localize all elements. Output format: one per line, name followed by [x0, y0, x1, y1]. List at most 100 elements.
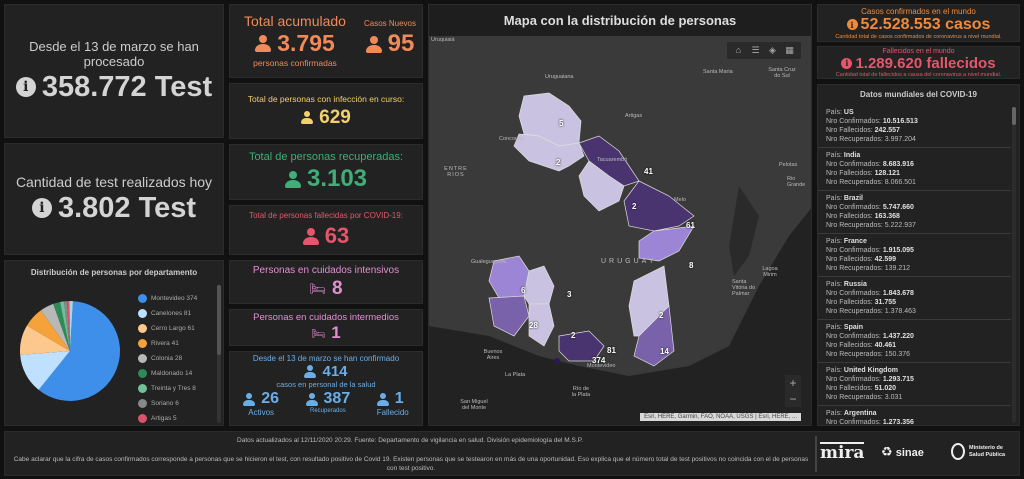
country-item[interactable]: País: France Nro Confirmados: 1.915.095 Nr… [818, 234, 1011, 277]
health-label: Desde el 13 de marzo se han confirmado [252, 354, 400, 363]
country-item[interactable]: País: Brazil Nro Confirmados: 5.747.660 Nr… [818, 191, 1011, 234]
pie-slice-treinta-y-tres[interactable] [59, 301, 70, 351]
map-place-label: Artigas [625, 113, 643, 119]
dept-count-label[interactable]: 28 [529, 321, 538, 330]
map-canvas[interactable] [429, 36, 811, 425]
dept-count-label[interactable]: 81 [607, 346, 616, 355]
country-field-label: Nro Recuperados: [826, 136, 883, 143]
country-deaths-row: Nro Fallecidos: 40.461 [826, 341, 1005, 350]
map-panel: Mapa con la distribución de personas Uru… [428, 4, 812, 426]
legend-swatch [138, 369, 147, 378]
map-place-label: Tacuarembó [597, 157, 628, 163]
dept-count-label[interactable]: 2 [571, 331, 576, 340]
country-name-row: País: US [826, 108, 1005, 117]
legend-item[interactable]: Colonia 28 [138, 351, 197, 366]
map-place-label: Buenos Aires [483, 349, 503, 361]
country-item[interactable]: País: India Nro Confirmados: 8.683.916 Nro… [818, 148, 1011, 191]
dept-count-label[interactable]: 61 [686, 221, 695, 230]
country-field-value: 8.066.501 [884, 179, 916, 186]
dept-count-label[interactable]: 2 [632, 202, 637, 211]
country-field-value: 1.915.095 [882, 247, 914, 254]
pie-slice-cerro-largo[interactable] [20, 325, 70, 355]
legend-label: Rivera 41 [151, 340, 179, 347]
country-field-label: Nro Recuperados: [826, 394, 883, 401]
country-field-value: Russia [843, 281, 867, 288]
country-item[interactable]: País: Spain Nro Confirmados: 1.437.220 Nro… [818, 320, 1011, 363]
pie-slice-maldonado[interactable] [53, 302, 70, 351]
layers-icon[interactable]: ◈ [769, 45, 776, 55]
person-icon [376, 393, 389, 406]
legend-item[interactable]: Canelones 81 [138, 306, 197, 321]
person-icon [365, 36, 382, 53]
legend-item[interactable]: Rivera 41 [138, 336, 197, 351]
legend-item[interactable]: Artigas 5 [138, 411, 197, 426]
legend-swatch [138, 414, 147, 423]
footer-divider [815, 436, 817, 472]
country-item[interactable]: País: US Nro Confirmados: 10.516.513 Nro F… [818, 105, 1011, 148]
intermediate-label: Personas en cuidados intermedios [253, 312, 399, 323]
country-recovered-row: Nro Recuperados: 8.066.501 [826, 178, 1005, 187]
pie-slice-canelones[interactable] [20, 351, 70, 390]
home-icon[interactable]: ⌂ [735, 45, 742, 55]
country-list-scrollbar[interactable] [1012, 107, 1016, 423]
country-field-label: Nro Recuperados: [826, 351, 883, 358]
sinae-logo: ♻ sinae [881, 444, 924, 460]
person-icon [243, 393, 256, 406]
legend-item[interactable]: Soriano 6 [138, 396, 197, 411]
country-deaths-row: Nro Fallecidos: 42.599 [826, 255, 1005, 264]
map-place-label: Pelotas [779, 162, 798, 168]
dept-count-label[interactable]: 41 [644, 167, 653, 176]
bed-icon: 🛏 [309, 280, 326, 296]
dept-count-label[interactable]: 2 [659, 311, 664, 320]
health-value: 414 [322, 363, 348, 380]
person-icon [305, 393, 318, 406]
dept-count-label[interactable]: 3 [567, 290, 572, 299]
legend-scrollbar[interactable] [217, 285, 221, 423]
dept-count-label[interactable]: 14 [660, 347, 669, 356]
dept-count-label[interactable]: 374 [592, 356, 606, 365]
legend-item[interactable]: Montevideo 374 [138, 291, 197, 306]
pie-slice-rivera[interactable] [26, 310, 70, 351]
pie-slice-montevideo[interactable] [38, 301, 121, 401]
map-place-label: Uruguaiana [545, 74, 574, 80]
info-icon: i [15, 77, 36, 97]
active-label: Total de personas con infección en curso… [247, 93, 405, 104]
country-item[interactable]: País: United Kingdom Nro Confirmados: 1.2… [818, 363, 1011, 406]
country-field-value: 150.376 [884, 351, 911, 358]
world-deaths-card: Fallecidos en el mundo i 1.289.620 falle… [817, 46, 1020, 79]
country-confirmed-row: Nro Confirmados: 1.915.095 [826, 246, 1005, 255]
country-list[interactable]: País: US Nro Confirmados: 10.516.513 Nro F… [818, 105, 1011, 425]
dept-count-label[interactable]: 8 [689, 261, 694, 270]
country-field-label: Nro Confirmados: [826, 161, 881, 168]
legend-item[interactable]: Treinta y Tres 8 [138, 381, 197, 396]
basemap-gallery-icon[interactable]: ▦ [785, 45, 794, 55]
intermediate-value: 1 [331, 323, 341, 342]
country-item[interactable]: País: Argentina Nro Confirmados: 1.273.35… [818, 406, 1011, 425]
legend-icon[interactable]: ☰ [751, 45, 760, 55]
new-cases-label: Casos Nuevos [363, 19, 417, 28]
country-field-value: Argentina [843, 410, 877, 417]
pie-slice-artigas[interactable] [66, 301, 70, 351]
map-place-label: Uruquiaiá [431, 37, 455, 43]
legend-item[interactable]: Maldonado 14 [138, 366, 197, 381]
pie-slice-colonia[interactable] [40, 303, 70, 351]
dept-count-label[interactable]: 2 [556, 158, 561, 167]
dept-count-label[interactable]: 5 [559, 119, 564, 128]
country-field-label: Nro Recuperados: [826, 265, 883, 272]
pie-slice-others[interactable] [69, 301, 73, 351]
zoom-out-button[interactable]: − [789, 392, 797, 406]
legend-item[interactable]: Cerro Largo 61 [138, 321, 197, 336]
country-confirmed-row: Nro Confirmados: 1.843.678 [826, 289, 1005, 298]
country-name-row: País: Brazil [826, 194, 1005, 203]
country-field-value: India [843, 152, 861, 159]
country-field-value: 163.368 [874, 213, 900, 220]
active-value: 629 [319, 106, 351, 128]
country-item[interactable]: País: Russia Nro Confirmados: 1.843.678 Nr… [818, 277, 1011, 320]
map-attribution[interactable]: Esri, HERE, Garmin, FAO, NOAA, USGS | Es… [640, 413, 801, 421]
map-view[interactable]: Uruquiaiá Uruguaiana Santa Maria Santa C… [429, 36, 811, 425]
zoom-in-button[interactable]: + [789, 376, 797, 390]
pie-slice-soriano[interactable] [63, 301, 70, 351]
country-name-row: País: France [826, 237, 1005, 246]
health-deceased-value: 1 [394, 390, 404, 407]
dept-count-label[interactable]: 6 [521, 286, 526, 295]
